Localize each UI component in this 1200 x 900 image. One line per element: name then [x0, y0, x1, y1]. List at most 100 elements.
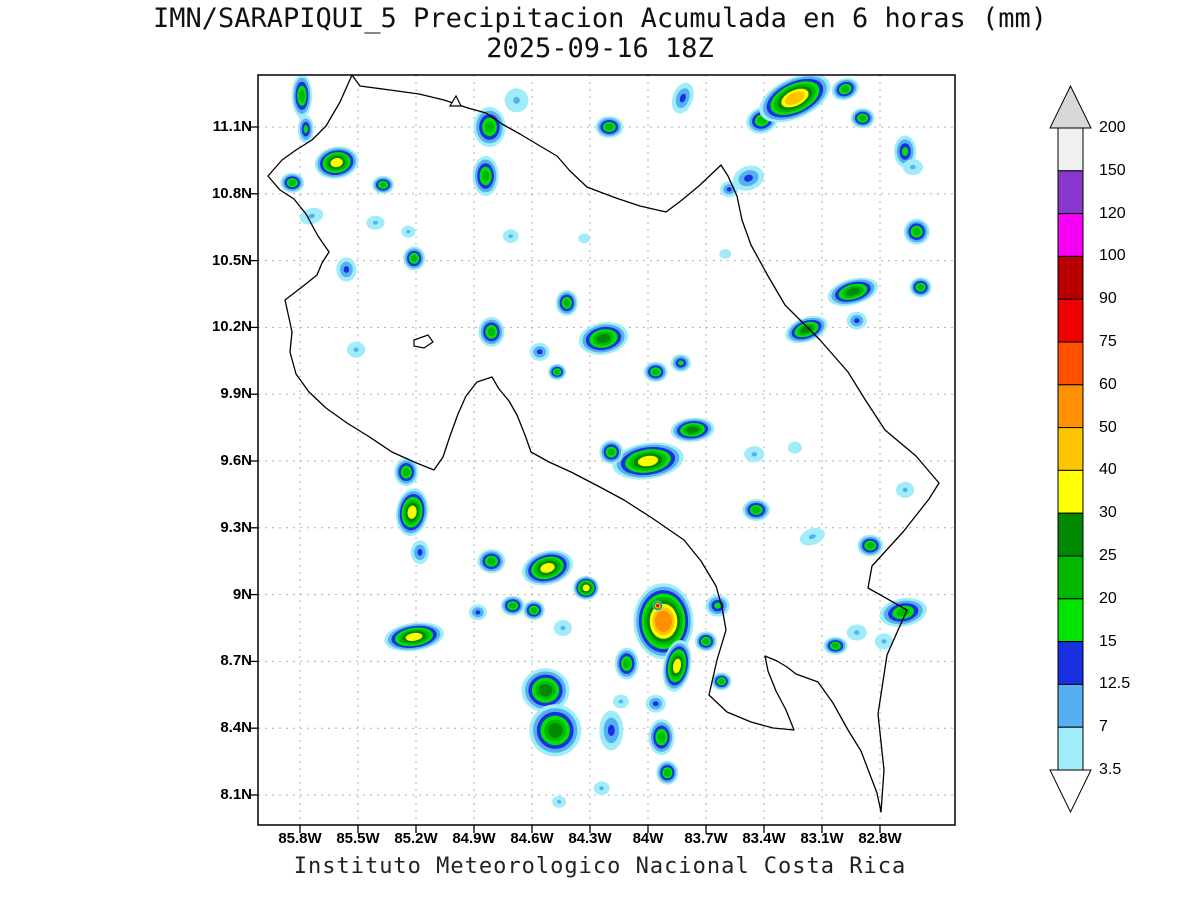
- lat-tick-label: 10.2N: [211, 318, 252, 336]
- precip-cell-contour: [910, 164, 916, 170]
- island-outlines: [413, 94, 462, 349]
- colorbar-value-label: 90: [1099, 290, 1117, 308]
- precip-cell-contour: [866, 542, 874, 549]
- map-subtitle: 2025-09-16 18Z: [486, 33, 714, 64]
- precip-cell-contour: [353, 347, 359, 352]
- precip-cell-contour: [563, 299, 570, 307]
- precip-cell-contour: [536, 349, 543, 355]
- precip-cell-contour: [637, 455, 659, 467]
- precip-cell-contour: [407, 505, 417, 519]
- colorbar-value-label: 7: [1099, 718, 1108, 736]
- colorbar-value-label: 150: [1099, 161, 1126, 179]
- precip-cell-contour: [686, 426, 699, 434]
- precip-cell-contour: [881, 639, 887, 644]
- precip-cell-contour: [714, 602, 721, 609]
- colorbar-segment: [1057, 598, 1084, 643]
- precip-cell-contour: [308, 213, 315, 219]
- precip-cell-contour: [607, 724, 615, 737]
- precip-cell-contour: [751, 452, 758, 457]
- lon-tick-label: 84W: [632, 830, 664, 847]
- precip-cell-contour: [841, 85, 850, 93]
- precip-cell-contour: [854, 318, 860, 324]
- colorbar-value-label: 40: [1099, 461, 1117, 479]
- precip-cell-contour: [719, 249, 732, 259]
- colorbar-value-label: 30: [1099, 504, 1117, 522]
- lat-tick-label: 9N: [232, 585, 252, 603]
- precip-cell-contour: [303, 125, 308, 134]
- precip-cell-contour: [582, 584, 590, 592]
- precip-cell-contour: [487, 557, 496, 565]
- precip-cell-contour: [554, 369, 560, 375]
- precip-cell-contour: [380, 182, 387, 188]
- colorbar-value-label: 3.5: [1099, 761, 1122, 778]
- lon-tick-label: 83.1W: [800, 830, 844, 847]
- colorbar-value-label: 20: [1099, 589, 1117, 607]
- colorbar-value-label: 50: [1099, 418, 1117, 436]
- precip-cell-contour: [417, 548, 423, 556]
- lon-tick-label: 85.5W: [336, 830, 380, 847]
- colorbar-segment: [1057, 512, 1084, 557]
- precipitation-cells: [280, 76, 932, 808]
- precip-cell-contour: [618, 699, 624, 704]
- precip-cell-contour: [330, 158, 343, 168]
- precip-cell-contour: [487, 327, 495, 337]
- lon-tick-label: 82.8W: [858, 830, 902, 847]
- colorbar-segment: [1057, 469, 1084, 514]
- colorbar-value-label: 200: [1099, 119, 1126, 136]
- lat-tick-label: 10.5N: [211, 251, 252, 269]
- precip-cell-contour: [832, 643, 839, 649]
- precip-cell-contour: [482, 170, 490, 182]
- colorbar-segment: [1057, 255, 1084, 300]
- map-title: IMN/SARAPIQUI_5 Precipitacion Acumulada …: [152, 3, 1048, 34]
- footer-credit: Instituto Meteorologico Nacional Costa R…: [293, 854, 907, 879]
- lat-tick-label: 8.1N: [220, 786, 252, 803]
- precip-cell-contour: [406, 230, 411, 234]
- precip-cell-contour: [372, 220, 378, 225]
- precip-cell-contour: [560, 625, 566, 631]
- colorbar-segment: [1057, 127, 1084, 172]
- precip-cell-contour: [599, 786, 604, 791]
- precip-cell-contour: [726, 187, 732, 192]
- colorbar-value-label: 25: [1099, 547, 1117, 564]
- precip-cell-contour: [902, 147, 909, 156]
- colorbar-value-label: 60: [1099, 375, 1117, 393]
- costa-rica-coastline: [267, 74, 940, 813]
- colorbar-segment: [1057, 384, 1084, 429]
- lon-tick-label: 83.7W: [684, 830, 728, 847]
- precip-cell-contour: [784, 91, 805, 105]
- colorbar-top-arrow: [1049, 84, 1092, 129]
- map-frame: [257, 74, 956, 826]
- precip-cell-contour: [508, 234, 513, 239]
- colorbar-segment: [1057, 726, 1084, 771]
- colorbar-segment: [1057, 641, 1084, 685]
- colorbar-bottom-arrow: [1049, 769, 1092, 814]
- precip-cell-contour: [343, 266, 350, 273]
- colorbar-value-label: 12.5: [1099, 675, 1131, 693]
- precip-cell-contour: [664, 769, 671, 777]
- precip-cell-contour: [787, 441, 802, 454]
- precip-cell-contour: [655, 610, 672, 632]
- precip-cell-contour: [678, 360, 684, 366]
- lat-tick-label: 11.1N: [212, 118, 252, 135]
- colorbar-segment: [1057, 298, 1084, 343]
- lat-tick-label: 8.7N: [220, 652, 252, 670]
- precip-cell-contour: [917, 284, 924, 291]
- lon-tick-label: 85.8W: [278, 830, 322, 847]
- precip-cell-contour: [299, 89, 305, 103]
- precip-cell-contour: [557, 800, 561, 804]
- precip-cell-contour: [657, 732, 666, 743]
- precip-cell-contour: [288, 179, 296, 186]
- lon-tick-label: 84.6W: [510, 830, 554, 847]
- precip-cell-contour: [607, 448, 615, 456]
- precip-cell-contour: [859, 115, 866, 121]
- colorbar-value-label: 100: [1099, 247, 1126, 265]
- precip-cell-contour: [513, 96, 520, 104]
- colorbar-segment: [1057, 555, 1084, 600]
- colorbar-segment: [1057, 170, 1084, 215]
- precip-cell-contour: [509, 602, 517, 609]
- lat-tick-label: 8.4N: [220, 719, 252, 737]
- lon-tick-label: 84.3W: [568, 830, 612, 847]
- precip-cell-contour: [475, 610, 481, 615]
- precip-cell-contour: [605, 123, 614, 131]
